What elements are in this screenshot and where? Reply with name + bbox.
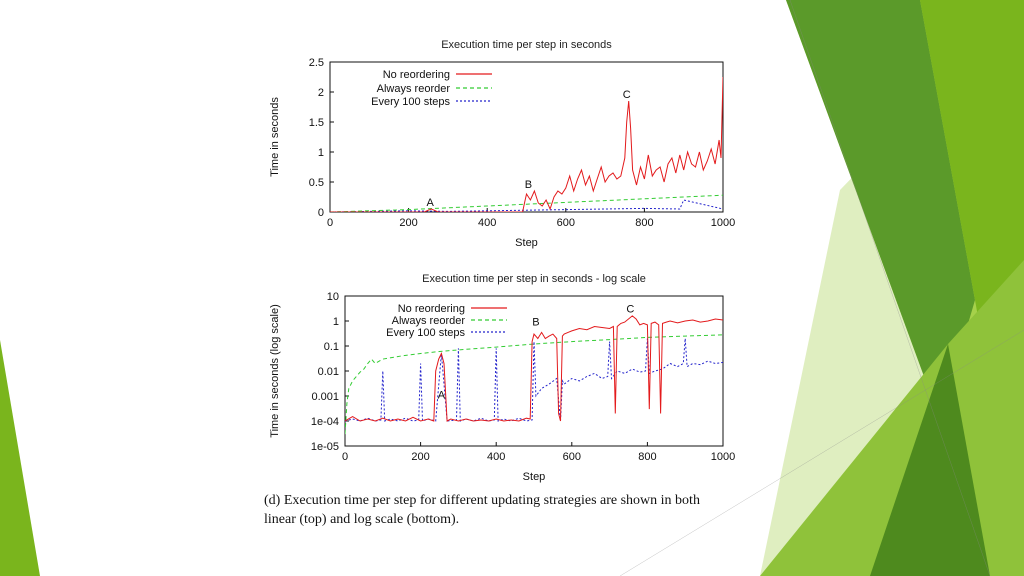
series-line-every-100-steps <box>330 199 723 212</box>
annotation-label: C <box>626 303 634 315</box>
annotation-label: A <box>438 389 446 401</box>
y-tick-label: 0 <box>318 207 324 219</box>
series-line-every-100-steps <box>345 338 723 422</box>
x-tick-label: 0 <box>342 451 348 463</box>
thin-line <box>789 0 991 576</box>
thin-line <box>619 329 1024 576</box>
legend-label: Always reorder <box>377 83 451 95</box>
caption-line-2: linear (top) and log scale (bottom). <box>264 512 460 527</box>
y-tick-label: 1e-05 <box>311 441 339 453</box>
annotation-label: A <box>427 197 435 209</box>
x-axis-label: Step <box>523 471 546 483</box>
linear-chart-svg: Execution time per step in seconds 0 200 40… <box>269 39 735 249</box>
chart-title: Execution time per step in seconds <box>441 39 612 51</box>
log-chart-svg: Execution time per step in seconds - log… <box>269 273 735 483</box>
series-line-always-reorder <box>345 334 723 435</box>
series-line-no-reordering <box>345 315 723 422</box>
green-triangle-left <box>0 340 40 576</box>
x-tick-label: 600 <box>563 451 581 463</box>
linear-chart: Execution time per step in seconds 0 200 40… <box>258 34 748 250</box>
series-line-no-reordering <box>330 76 723 212</box>
y-tick-label: 1 <box>318 147 324 159</box>
y-tick-label: 0.1 <box>324 341 339 353</box>
x-tick-label: 200 <box>399 217 417 229</box>
green-panel-dark <box>786 0 975 420</box>
caption-line-1: (d) Execution time per step for differen… <box>264 493 700 508</box>
y-tick-label: 0.001 <box>311 391 339 403</box>
y-tick-label: 0.01 <box>318 366 339 378</box>
figure-caption: (d) Execution time per step for differen… <box>264 491 744 529</box>
x-tick-label: 400 <box>487 451 505 463</box>
y-tick-label: 0.5 <box>309 177 324 189</box>
y-tick-label: 1.5 <box>309 117 324 129</box>
y-axis-label: Time in seconds <box>269 97 281 177</box>
x-tick-label: 0 <box>327 217 333 229</box>
x-tick-label: 800 <box>635 217 653 229</box>
x-tick-label: 1000 <box>711 217 735 229</box>
y-tick-label: 1 <box>333 316 339 328</box>
legend-label: Every 100 steps <box>371 96 450 108</box>
series-line-always-reorder <box>330 194 723 212</box>
y-axis-label: Time in seconds (log scale) <box>269 304 281 437</box>
green-triangle-bottom-dark <box>870 344 990 576</box>
plot-frame <box>329 61 724 213</box>
x-tick-label: 400 <box>478 217 496 229</box>
x-axis-label: Step <box>515 237 538 249</box>
legend-label: No reordering <box>383 69 450 81</box>
x-tick-label: 800 <box>638 451 656 463</box>
x-tick-label: 1000 <box>711 451 735 463</box>
chart-title: Execution time per step in seconds - log… <box>422 273 646 285</box>
y-tick-label: 2.5 <box>309 57 324 69</box>
y-tick-label: 1e-04 <box>311 416 339 428</box>
legend-label: Every 100 steps <box>386 327 465 339</box>
annotation-label: B <box>532 317 539 329</box>
x-tick-label: 600 <box>557 217 575 229</box>
annotation-label: B <box>525 179 532 191</box>
annotation-label: C <box>623 89 631 101</box>
y-tick-label: 2 <box>318 87 324 99</box>
legend-label: Always reorder <box>392 315 466 327</box>
x-tick-label: 200 <box>411 451 429 463</box>
legend-label: No reordering <box>398 303 465 315</box>
y-tick-label: 10 <box>327 291 339 303</box>
green-panel-mid <box>920 0 1024 576</box>
log-chart: Execution time per step in seconds - log… <box>258 266 748 490</box>
